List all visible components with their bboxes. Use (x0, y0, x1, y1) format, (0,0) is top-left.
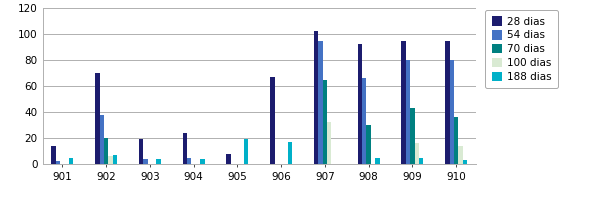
Bar (288, 142, 292, 164)
Bar (69, 158, 73, 164)
Bar (143, 159, 148, 164)
Bar (445, 40, 450, 164)
Bar (375, 158, 379, 164)
Bar (327, 122, 331, 164)
Bar (458, 146, 462, 164)
Bar (314, 31, 318, 164)
Bar (462, 160, 467, 164)
Bar (419, 158, 423, 164)
Bar (367, 125, 371, 164)
Bar (244, 139, 248, 164)
Bar (450, 60, 454, 164)
Bar (99, 115, 104, 164)
Bar (362, 78, 367, 164)
Bar (318, 40, 323, 164)
Bar (187, 158, 192, 164)
Bar (454, 117, 458, 164)
Bar (401, 40, 406, 164)
Bar (182, 133, 187, 164)
Bar (323, 80, 327, 164)
Bar (56, 161, 60, 164)
Bar (406, 60, 410, 164)
Bar (51, 146, 56, 164)
Bar (270, 77, 274, 164)
Bar (95, 73, 99, 164)
Bar (415, 143, 419, 164)
Bar (200, 159, 204, 164)
Bar (410, 108, 415, 164)
Bar (357, 44, 362, 164)
Bar (156, 159, 161, 164)
Legend: 28 dias, 54 dias, 70 dias, 100 dias, 188 dias: 28 dias, 54 dias, 70 dias, 100 dias, 188… (486, 10, 558, 88)
Bar (226, 154, 231, 164)
Bar (104, 138, 109, 164)
Bar (113, 155, 117, 164)
Bar (139, 139, 143, 164)
Bar (109, 156, 113, 164)
